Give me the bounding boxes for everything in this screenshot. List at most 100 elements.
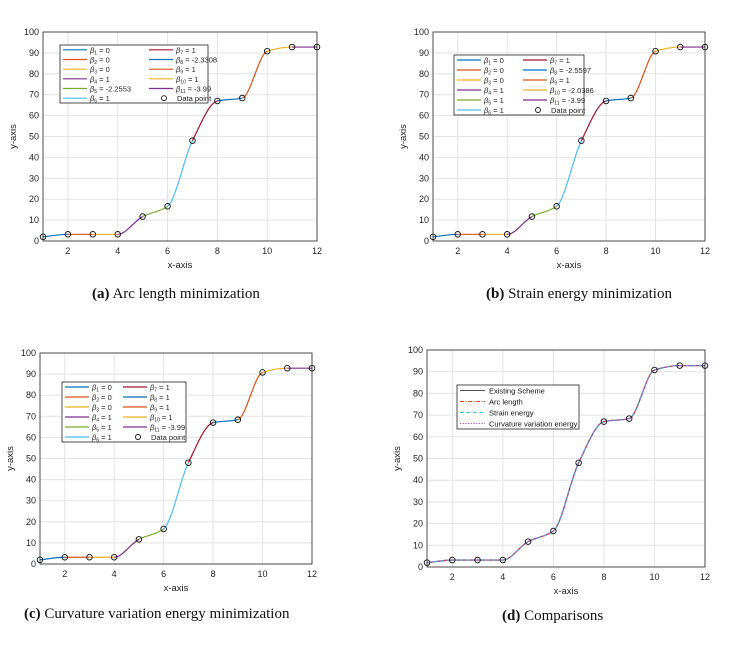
legend-label: β2 = 0 — [89, 56, 110, 67]
legend-label: β2 = 0 — [483, 66, 504, 77]
y-tick-label: 60 — [26, 432, 36, 442]
caption-c: (c) Curvature variation energy minimizat… — [24, 606, 289, 623]
data-point-marker — [263, 47, 271, 55]
curve-segment-beta-7 — [191, 100, 218, 141]
data-point-marker — [185, 459, 192, 466]
x-tick-label: 12 — [700, 246, 710, 256]
legend-item-beta-8: β8 = -2.5597 — [523, 66, 591, 77]
x-tick-label: 6 — [165, 246, 170, 256]
axes-box — [42, 31, 318, 242]
legend-label: β11 = -3.99 — [149, 423, 185, 434]
chart-d: 2 4 6 8 10 12 0 10 20 30 40 50 60 70 80 90 100 x-axis y-ax… — [392, 345, 710, 597]
legend-item-beta-3: β3 = 0 — [65, 403, 112, 414]
legend-item-beta-6: β6 = 1 — [65, 433, 112, 444]
x-tick-label: 12 — [307, 569, 317, 579]
legend-item-beta-5: β5 = -2.2553 — [63, 85, 131, 95]
data-point-marker — [625, 415, 633, 422]
legend-item-beta-9: β9 = 1 — [523, 76, 570, 87]
y-tick-label: 50 — [29, 132, 39, 142]
legend-label: β3 = 0 — [483, 76, 504, 87]
legend-item-beta-11: β11 = -3.99 — [523, 96, 585, 107]
legend-item-beta-5: β5 = 1 — [457, 96, 504, 107]
legend-item-beta-7: β7 = 1 — [523, 56, 570, 67]
curve-segment-beta-5 — [142, 205, 168, 218]
curve-segment-beta-7 — [187, 422, 214, 463]
y-tick-label: 30 — [26, 496, 36, 506]
legend-item-data-point: Data point — [161, 94, 212, 103]
legend: β1 = 0β2 = 0β3 = 0β4 = 1β5 = 1β6 = 1 β7 =… — [61, 381, 187, 444]
y-tick-label: 90 — [419, 48, 429, 58]
y-tick-label: 0 — [31, 559, 36, 569]
y-tick-label: 10 — [419, 215, 429, 225]
legend-item-beta-2: β2 = 0 — [457, 66, 504, 77]
caption-label: (a) — [92, 286, 110, 302]
caption-label: (d) — [502, 608, 521, 624]
data-point-marker — [651, 366, 658, 374]
x-axis-label: x-axis — [554, 586, 579, 597]
y-tick-label: 0 — [34, 236, 39, 246]
caption-b: (b) Strain energy minimization — [486, 286, 672, 303]
legend-label: β9 = 1 — [175, 65, 196, 76]
x-axis-label: x-axis — [164, 583, 189, 594]
legend-box — [456, 384, 580, 430]
caption-text: Curvature variation energy minimization — [44, 606, 290, 622]
data-point-marker — [677, 43, 684, 51]
data-point-marker — [288, 43, 296, 51]
y-tick-label: 10 — [26, 538, 36, 548]
caption-a: (a) Arc length minimization — [92, 286, 260, 303]
legend-label: β7 = 1 — [175, 46, 196, 57]
y-tick-label: 70 — [29, 90, 39, 100]
legend-item-beta-6: β6 = 1 — [457, 106, 504, 117]
y-tick-label: 20 — [26, 517, 36, 527]
legend-label: β9 = 1 — [549, 76, 570, 87]
legend-item-beta-1: β1 = 0 — [65, 383, 112, 394]
legend-label: β5 = 1 — [483, 96, 504, 107]
x-tick-label: 10 — [258, 569, 268, 579]
y-tick-label: 10 — [413, 540, 423, 550]
axes-box — [39, 352, 313, 565]
curve-segment-beta-6 — [163, 462, 189, 530]
data-point-marker — [454, 231, 461, 238]
legend-label: β8 = 1 — [149, 393, 170, 404]
axes-box — [432, 31, 706, 242]
curve-segment-beta-6 — [556, 140, 582, 207]
data-point-marker — [449, 556, 456, 564]
legend-item-beta-10: β10 = -2.0386 — [523, 86, 594, 97]
legend-label: β6 = 1 — [89, 94, 110, 105]
caption-text: Arc length minimization — [112, 286, 260, 302]
legend-item-beta-3: β3 = 0 — [457, 76, 504, 87]
y-tick-label: 100 — [408, 345, 423, 355]
legend-item-data-point: Data point — [135, 433, 186, 442]
data-point-marker — [214, 97, 221, 105]
legend-label: β6 = 1 — [91, 433, 112, 444]
data-point-marker — [284, 364, 291, 372]
x-tick-label: 2 — [455, 246, 460, 256]
y-tick-label: 80 — [26, 390, 36, 400]
data-point-marker — [135, 536, 143, 543]
y-tick-label: 70 — [26, 411, 36, 421]
data-point-marker — [86, 553, 93, 561]
legend: Existing Scheme Arc length Strain energy Cu… — [456, 384, 580, 430]
legend-item-beta-7: β7 = 1 — [123, 383, 170, 394]
data-point-marker — [479, 231, 486, 238]
data-point-marker-icon — [161, 95, 167, 102]
series-line-curvature-variation-energy — [426, 365, 705, 564]
data-point-marker — [89, 231, 97, 238]
data-point-marker — [627, 94, 635, 102]
legend-item-strain-energy: Strain energy — [460, 409, 534, 418]
curve-segment-beta-7 — [580, 100, 607, 141]
legend-label: β1 = 0 — [483, 56, 504, 67]
legend-item-beta-1: β1 = 0 — [63, 46, 110, 57]
data-point-marker — [64, 231, 72, 238]
y-tick-label: 60 — [419, 111, 429, 121]
legend-item-beta-2: β2 = 0 — [63, 56, 110, 67]
y-axis-label: y-axis — [392, 446, 403, 471]
legend-item-beta-1: β1 = 0 — [457, 56, 504, 67]
data-point-marker — [600, 418, 608, 425]
x-tick-label: 8 — [215, 246, 220, 256]
legend-item-beta-6: β6 = 1 — [63, 94, 110, 105]
legend-label: β11 = -3.99 — [175, 85, 211, 96]
legend-label: β1 = 0 — [89, 46, 110, 57]
data-point-marker — [524, 538, 532, 545]
